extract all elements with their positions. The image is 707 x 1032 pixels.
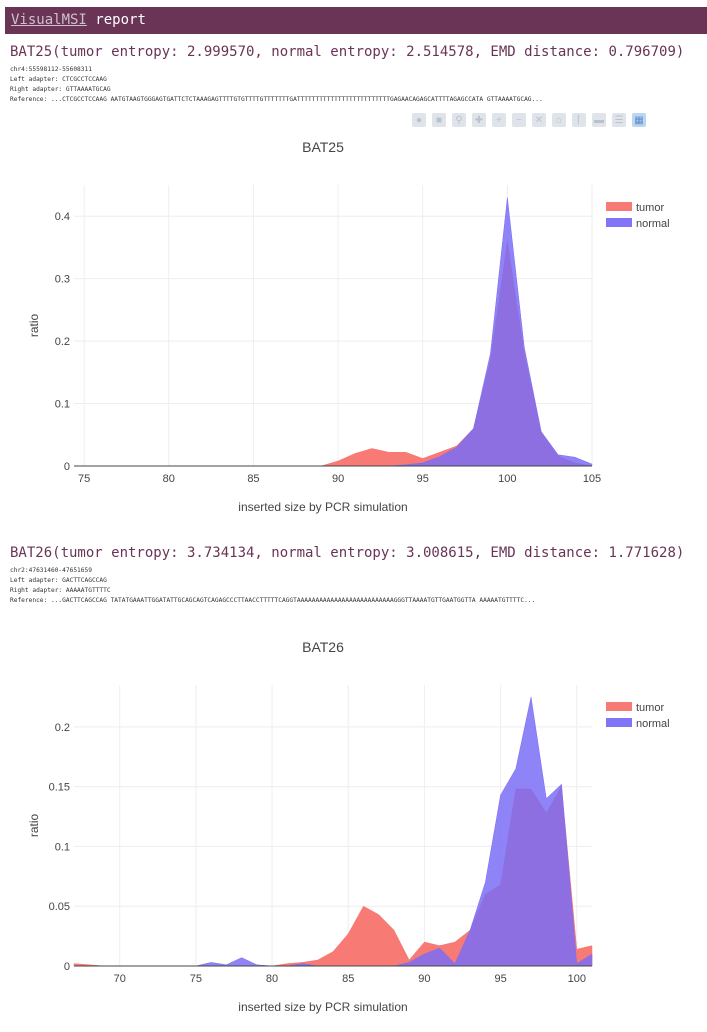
y-tick-label: 0.3 — [55, 274, 70, 286]
pan-icon[interactable]: ✚ — [472, 113, 486, 127]
legend-label-tumor[interactable]: tumor — [636, 202, 664, 214]
zoom-out-icon[interactable]: − — [512, 113, 526, 127]
section-title: BAT25(tumor entropy: 2.999570, normal en… — [10, 44, 685, 60]
legend-swatch-tumor[interactable] — [606, 202, 632, 211]
x-tick-label: 75 — [190, 973, 202, 985]
right-adapter-text: Right adapter: GTTAAAATGCAG — [10, 86, 111, 93]
x-tick-label: 85 — [342, 973, 354, 985]
brand-link[interactable]: VisualMSI — [11, 12, 87, 28]
x-tick-label: 95 — [417, 473, 429, 485]
legend-swatch-tumor[interactable] — [606, 702, 632, 711]
reset-axes-icon[interactable]: ⌂ — [552, 113, 566, 127]
y-tick-label: 0.05 — [49, 901, 70, 913]
y-axis-label: ratio — [27, 314, 41, 338]
y-tick-label: 0 — [64, 461, 70, 473]
legend-swatch-normal[interactable] — [606, 218, 632, 227]
x-axis-label: inserted size by PCR simulation — [238, 1000, 407, 1014]
left-adapter-text: Left adapter: GACTTCAGCCAG — [10, 577, 107, 584]
chart-title: BAT25 — [302, 139, 344, 155]
reference-text: Reference: ...CTCGCCTCCAAG AATGTAAGTGGGA… — [10, 96, 543, 103]
plotly-logo-icon[interactable]: ▦ — [632, 113, 646, 127]
section-bat25: BAT25(tumor entropy: 2.999570, normal en… — [10, 44, 705, 105]
x-tick-label: 90 — [418, 973, 430, 985]
section-bat26: BAT26(tumor entropy: 3.734134, normal en… — [10, 545, 705, 606]
x-tick-label: 70 — [114, 973, 126, 985]
x-tick-label: 85 — [247, 473, 259, 485]
spike-lines-icon[interactable]: ⌈ — [572, 113, 586, 127]
report-header: VisualMSI report — [5, 7, 707, 34]
camera-icon[interactable]: ● — [412, 113, 426, 127]
y-tick-label: 0.2 — [55, 722, 70, 734]
normal-outline — [74, 697, 592, 966]
x-tick-label: 100 — [568, 973, 586, 985]
y-tick-label: 0.15 — [49, 782, 70, 794]
bat25-chart: BAT25 75 80 85 90 95 100 105 0 0.1 0.2 0.3 0.4 insert… — [27, 139, 670, 514]
locus-text: chr4:55598112-55608311 — [10, 66, 92, 73]
area-normal[interactable] — [74, 696, 593, 967]
x-tick-label: 80 — [266, 973, 278, 985]
bat26-chart: BAT26 70 75 80 85 90 95 100 0 0.05 0.1 0.15 0.2 inser… — [27, 639, 670, 1014]
y-tick-label: 0.2 — [55, 336, 70, 348]
area-normal[interactable] — [74, 197, 593, 467]
hover-closest-icon[interactable]: ▬ — [592, 113, 606, 127]
save-icon[interactable]: ■ — [432, 113, 446, 127]
x-tick-label: 80 — [163, 473, 175, 485]
zoom-in-icon[interactable]: + — [492, 113, 506, 127]
legend-swatch-normal[interactable] — [606, 718, 632, 727]
x-axis-label: inserted size by PCR simulation — [238, 500, 407, 514]
right-adapter-text: Right adapter: AAAAATGTTTTC — [10, 587, 111, 594]
locus-text: chr2:47631460-47651659 — [10, 567, 92, 574]
y-tick-label: 0 — [64, 961, 70, 973]
y-axis-label: ratio — [27, 814, 41, 838]
autoscale-icon[interactable]: ✕ — [532, 113, 546, 127]
zoom-icon[interactable]: ⚲ — [452, 113, 466, 127]
y-tick-label: 0.1 — [55, 399, 70, 411]
x-tick-label: 105 — [583, 473, 601, 485]
x-tick-label: 100 — [498, 473, 516, 485]
hover-compare-icon[interactable]: ☰ — [612, 113, 626, 127]
chart-title: BAT26 — [302, 639, 344, 655]
header-title: report — [95, 12, 146, 28]
y-tick-label: 0.1 — [55, 841, 70, 853]
section-title: BAT26(tumor entropy: 3.734134, normal en… — [10, 545, 685, 561]
normal-outline — [74, 197, 592, 466]
legend-label-normal[interactable]: normal — [636, 718, 670, 730]
plot-toolbar: ● ■ ⚲ ✚ + − ✕ ⌂ ⌈ ▬ ☰ ▦ — [412, 111, 684, 129]
legend-label-normal[interactable]: normal — [636, 218, 670, 230]
x-tick-label: 95 — [494, 973, 506, 985]
legend-label-tumor[interactable]: tumor — [636, 702, 664, 714]
x-tick-label: 75 — [78, 473, 90, 485]
y-tick-label: 0.4 — [55, 211, 70, 223]
left-adapter-text: Left adapter: CTCGCCTCCAAG — [10, 76, 107, 83]
x-tick-label: 90 — [332, 473, 344, 485]
reference-text: Reference: ...GACTTCAGCCAG TATATGAAATTGG… — [10, 597, 536, 604]
